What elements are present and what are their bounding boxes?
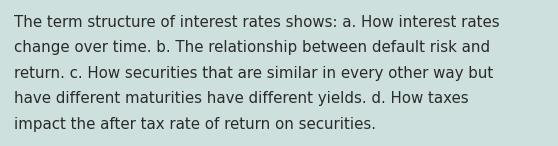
Text: change over time. b. The relationship between default risk and: change over time. b. The relationship be… xyxy=(14,40,490,55)
Text: The term structure of interest rates shows: a. How interest rates: The term structure of interest rates sho… xyxy=(14,15,499,30)
Text: impact the after tax rate of return on securities.: impact the after tax rate of return on s… xyxy=(14,117,376,132)
Text: return. c. How securities that are similar in every other way but: return. c. How securities that are simil… xyxy=(14,66,493,81)
Text: have different maturities have different yields. d. How taxes: have different maturities have different… xyxy=(14,91,469,106)
